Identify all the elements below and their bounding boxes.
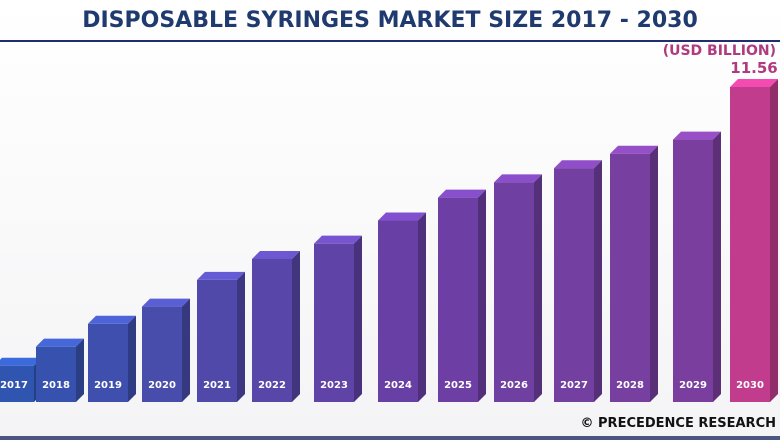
bar-side [237, 271, 245, 402]
bar-top [0, 357, 42, 366]
bar-label: 2024 [384, 380, 412, 391]
bar-2018 [36, 346, 76, 402]
bar-label: 2023 [320, 380, 348, 391]
bar-top [673, 131, 721, 140]
bar-2027 [554, 168, 594, 402]
bar-top [730, 79, 778, 87]
bar-label: 2027 [560, 380, 588, 391]
bar-2024 [378, 220, 418, 402]
bar-2028 [610, 153, 650, 402]
bar-side [292, 250, 300, 402]
bar-label: 2029 [679, 380, 707, 391]
bar-side [594, 160, 602, 402]
bar-side [534, 174, 542, 402]
bar-label: 2017 [0, 380, 28, 391]
bar-2029 [673, 139, 713, 403]
bar-2022 [252, 258, 292, 402]
bar-side [418, 212, 426, 402]
chart-title: DISPOSABLE SYRINGES MARKET SIZE 2017 - 2… [82, 8, 698, 33]
bar-2021 [197, 279, 237, 402]
bar-label: 2019 [94, 380, 122, 391]
bar-label: 2022 [258, 380, 286, 391]
bar-top [36, 338, 84, 347]
bar-label: 2026 [500, 380, 528, 391]
bar-side [354, 235, 362, 402]
bar-label: 2030 [736, 380, 764, 391]
unit-label: (USD BILLION) [662, 43, 776, 59]
bar-label: 2025 [444, 380, 472, 391]
title-divider [0, 40, 780, 42]
bar-top [554, 160, 602, 169]
bar-top [142, 298, 190, 307]
bar-2023 [314, 243, 354, 402]
bar-side [76, 338, 84, 402]
bar-2017 [0, 365, 34, 402]
bar-side [713, 131, 721, 403]
bar-label: 2028 [616, 380, 644, 391]
bar-side [770, 79, 778, 402]
bar-2025 [438, 197, 478, 402]
bar-top [252, 250, 300, 259]
bar-top [378, 212, 426, 221]
bar-top [197, 271, 245, 280]
bar-top [438, 189, 486, 198]
bar-side [478, 189, 486, 402]
bar-top [88, 315, 136, 324]
bar-2019 [88, 323, 128, 402]
bar-side [182, 298, 190, 402]
bar-2030 [730, 87, 770, 402]
bar-label: 2020 [148, 380, 176, 391]
bar-top [610, 145, 658, 154]
bar-label: 2018 [42, 380, 70, 391]
bar-label: 2021 [203, 380, 231, 391]
credit: © PRECEDENCE RESEARCH [580, 416, 777, 431]
bar-top [494, 174, 542, 183]
bar-side [128, 315, 136, 402]
data-label: 11.56 [730, 59, 777, 77]
bar-2026 [494, 182, 534, 402]
bar-side [650, 145, 658, 402]
bar-top [314, 235, 362, 244]
bar-2020 [142, 306, 182, 402]
bottom-border [0, 436, 780, 440]
